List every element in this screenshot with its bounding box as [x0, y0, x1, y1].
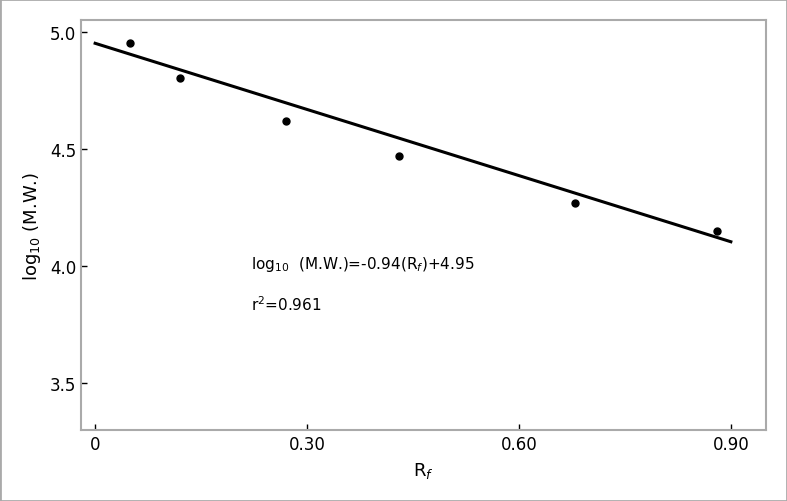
Text: r$^2$=0.961: r$^2$=0.961 — [250, 295, 321, 313]
X-axis label: R$_f$: R$_f$ — [413, 460, 434, 480]
Point — [124, 40, 137, 48]
Point — [569, 199, 582, 207]
Y-axis label: log$_{10}$ (M.W.): log$_{10}$ (M.W.) — [20, 171, 42, 280]
Point — [711, 227, 723, 235]
Text: log$_{10}$  (M.W.)=-0.94(R$_f$)+4.95: log$_{10}$ (M.W.)=-0.94(R$_f$)+4.95 — [250, 255, 474, 274]
Point — [393, 153, 405, 161]
Point — [174, 75, 187, 83]
Point — [279, 117, 292, 125]
